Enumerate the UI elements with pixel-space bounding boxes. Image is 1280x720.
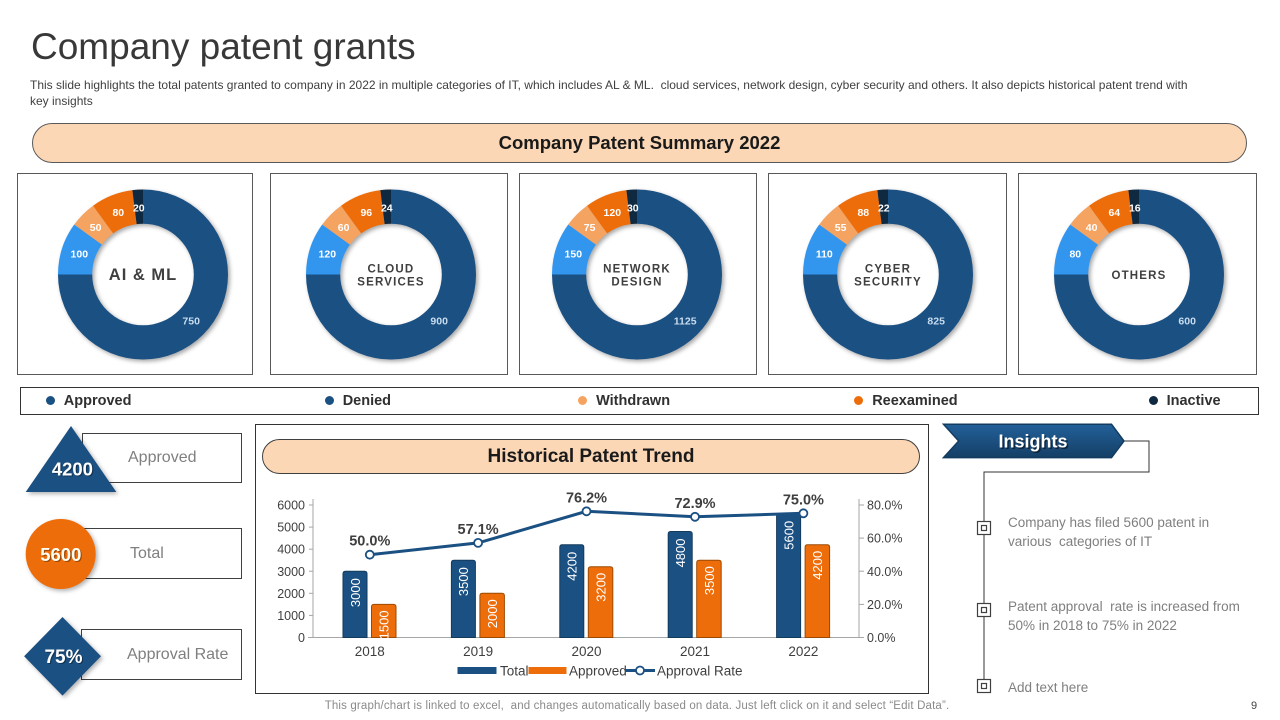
svg-text:60: 60 xyxy=(337,222,349,234)
svg-text:16: 16 xyxy=(1129,202,1141,214)
svg-text:40: 40 xyxy=(1085,222,1097,234)
svg-text:5600: 5600 xyxy=(41,545,82,566)
svg-text:80: 80 xyxy=(1069,249,1081,261)
svg-text:75%: 75% xyxy=(44,647,82,668)
svg-text:120: 120 xyxy=(318,249,336,261)
svg-text:900: 900 xyxy=(430,316,448,328)
svg-text:50: 50 xyxy=(90,222,102,234)
svg-text:30: 30 xyxy=(627,202,639,214)
svg-text:64: 64 xyxy=(1108,207,1120,219)
svg-text:NETWORK: NETWORK xyxy=(603,264,671,276)
svg-text:96: 96 xyxy=(360,207,372,219)
svg-text:150: 150 xyxy=(564,249,582,261)
svg-text:24: 24 xyxy=(381,202,393,214)
svg-text:1125: 1125 xyxy=(674,316,697,328)
svg-text:825: 825 xyxy=(928,316,946,328)
svg-text:SERVICES: SERVICES xyxy=(357,277,425,289)
svg-text:5600: 5600 xyxy=(40,544,81,565)
svg-text:20: 20 xyxy=(133,202,145,214)
svg-text:DESIGN: DESIGN xyxy=(611,277,662,289)
svg-text:CLOUD: CLOUD xyxy=(367,264,414,276)
svg-text:55: 55 xyxy=(835,222,847,234)
svg-text:750: 750 xyxy=(183,316,201,328)
svg-text:OTHERS: OTHERS xyxy=(1111,270,1166,282)
svg-text:CYBER: CYBER xyxy=(865,264,911,276)
svg-text:110: 110 xyxy=(816,249,833,261)
svg-text:SECURITY: SECURITY xyxy=(854,277,922,289)
svg-text:75%: 75% xyxy=(46,648,84,669)
svg-text:120: 120 xyxy=(603,207,621,219)
svg-text:600: 600 xyxy=(1178,316,1196,328)
svg-text:100: 100 xyxy=(71,249,89,261)
svg-text:75: 75 xyxy=(583,222,595,234)
svg-text:Insights: Insights xyxy=(998,432,1067,452)
svg-text:22: 22 xyxy=(878,202,890,214)
svg-text:Insights: Insights xyxy=(1000,433,1069,453)
svg-text:AI & ML: AI & ML xyxy=(109,266,177,284)
svg-text:80: 80 xyxy=(113,207,125,219)
svg-text:88: 88 xyxy=(858,207,870,219)
